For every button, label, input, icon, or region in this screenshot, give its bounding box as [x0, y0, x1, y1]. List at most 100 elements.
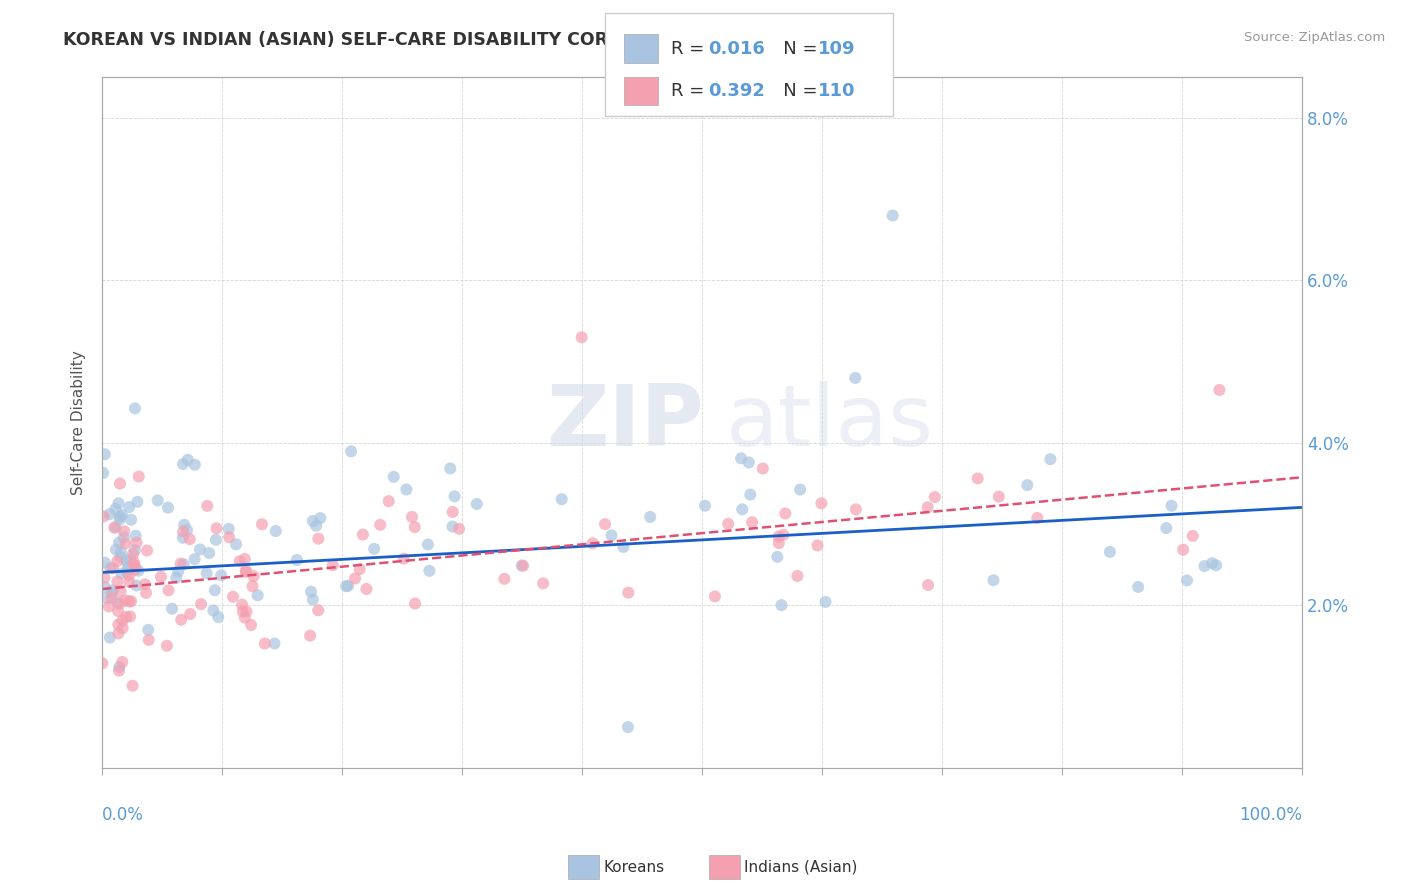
Point — [107, 626, 129, 640]
Point — [167, 564, 190, 578]
Point — [550, 492, 572, 507]
Point — [101, 561, 124, 575]
Point — [209, 568, 232, 582]
Point — [770, 598, 793, 612]
Point — [1194, 559, 1216, 574]
Point — [120, 594, 142, 608]
Point — [392, 551, 415, 566]
Point — [302, 514, 325, 528]
Point — [235, 564, 257, 578]
Text: ZIP: ZIP — [546, 381, 704, 464]
Point — [107, 496, 129, 510]
Point — [1128, 580, 1150, 594]
Point — [112, 524, 135, 539]
Point — [703, 590, 725, 604]
Point — [204, 583, 226, 598]
Point — [882, 209, 904, 223]
Point — [368, 517, 391, 532]
Point — [638, 510, 661, 524]
Point — [157, 583, 180, 598]
Point — [195, 499, 218, 513]
Point — [231, 598, 253, 612]
Point — [101, 583, 124, 598]
Point — [110, 566, 132, 581]
Point — [768, 530, 790, 544]
Point — [149, 570, 172, 584]
Point — [108, 512, 131, 526]
Point — [731, 502, 754, 516]
Point — [966, 471, 988, 485]
Point — [202, 603, 225, 617]
Point — [741, 515, 763, 529]
Point — [449, 522, 471, 536]
Point — [93, 571, 115, 585]
Point — [173, 558, 195, 572]
Point — [110, 549, 132, 564]
Point — [1208, 383, 1230, 397]
Point — [205, 521, 228, 535]
Text: 109: 109 — [818, 40, 856, 58]
Point — [110, 584, 132, 599]
Point — [494, 572, 516, 586]
Point — [100, 591, 122, 605]
Text: N =: N = — [766, 82, 824, 100]
Point — [344, 572, 367, 586]
Point — [717, 516, 740, 531]
Point — [382, 470, 405, 484]
Point — [810, 496, 832, 510]
Point — [115, 565, 138, 579]
Point — [110, 546, 132, 560]
Point — [125, 535, 148, 549]
Point — [104, 502, 127, 516]
Point — [337, 579, 360, 593]
Point — [190, 597, 212, 611]
Point — [114, 536, 136, 550]
Point — [165, 571, 187, 585]
Point — [218, 530, 240, 544]
Point — [112, 530, 135, 544]
Point — [232, 604, 254, 618]
Point — [593, 517, 616, 532]
Point — [195, 566, 218, 581]
Point — [156, 639, 179, 653]
Y-axis label: Self-Care Disability: Self-Care Disability — [72, 351, 86, 495]
Point — [124, 563, 146, 577]
Point — [512, 558, 534, 573]
Point — [612, 540, 634, 554]
Point — [246, 588, 269, 602]
Point — [218, 522, 240, 536]
Point — [222, 590, 245, 604]
Point — [617, 585, 640, 599]
Point — [107, 604, 129, 618]
Point — [111, 621, 134, 635]
Point — [108, 660, 131, 674]
Point — [125, 578, 148, 592]
Point — [600, 528, 623, 542]
Point — [124, 558, 146, 573]
Point — [917, 500, 939, 515]
Point — [917, 578, 939, 592]
Point — [242, 579, 264, 593]
Point — [766, 549, 789, 564]
Point — [91, 466, 114, 480]
Text: Source: ZipAtlas.com: Source: ZipAtlas.com — [1244, 31, 1385, 45]
Point — [108, 476, 131, 491]
Point — [235, 565, 257, 579]
Point — [156, 500, 179, 515]
Point — [94, 447, 117, 461]
Point — [730, 451, 752, 466]
Point — [107, 574, 129, 589]
Point — [752, 461, 775, 475]
Text: 0.016: 0.016 — [709, 40, 765, 58]
Point — [127, 564, 149, 578]
Point — [111, 655, 134, 669]
Point — [1201, 556, 1223, 570]
Point — [441, 505, 464, 519]
Point — [242, 569, 264, 583]
Point — [1205, 558, 1227, 573]
Point — [125, 529, 148, 543]
Point — [305, 518, 328, 533]
Point — [693, 499, 716, 513]
Point — [179, 532, 201, 546]
Point — [138, 632, 160, 647]
